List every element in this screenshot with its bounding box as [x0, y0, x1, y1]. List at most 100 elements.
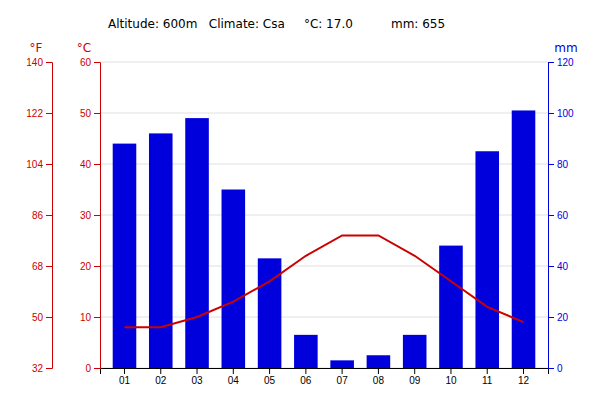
tick-label: 02 [155, 375, 167, 386]
tick-label: 60 [557, 210, 569, 221]
axis-title: mm [554, 41, 577, 55]
tick: 86 [32, 210, 52, 221]
tick-label: 122 [26, 108, 43, 119]
tick-mark [197, 368, 198, 374]
tick-mark [548, 368, 554, 369]
bar [403, 335, 427, 368]
tick: 104 [26, 159, 52, 170]
tick-mark [94, 215, 100, 216]
grid [100, 62, 548, 368]
tick-mark [46, 317, 52, 318]
tick-mark [46, 215, 52, 216]
bar-series [113, 110, 536, 368]
tick: 40 [80, 159, 100, 170]
grid-line [100, 113, 548, 114]
tick: 06 [300, 368, 312, 386]
bar [149, 133, 173, 368]
tick: 02 [155, 368, 167, 386]
tick: 80 [548, 159, 569, 170]
tick-mark [46, 62, 52, 63]
tick: 0 [548, 363, 563, 374]
tick-mark [124, 368, 125, 374]
tick-label: 12 [518, 375, 530, 386]
tick: 60 [548, 210, 569, 221]
tick: 08 [373, 368, 385, 386]
tick-mark [548, 62, 554, 63]
tick: 120 [548, 57, 574, 68]
tick-label: 86 [32, 210, 44, 221]
tick-mark [46, 368, 52, 369]
grid-line [100, 62, 548, 63]
chart: 01 02 03 04 05 06 07 08 09 10 11 12 0 10 20 30 40 50 60 32 5… [0, 0, 600, 400]
axis-title: °F [30, 41, 43, 55]
tick: 0 [85, 363, 100, 374]
x-axis: 010203040506070809101112 [101, 368, 549, 386]
tick-mark [94, 266, 100, 267]
bar [475, 151, 499, 368]
tick-label: 140 [26, 57, 43, 68]
tick-label: 40 [557, 261, 569, 272]
tick-label: 104 [26, 159, 43, 170]
tick-mark [523, 368, 524, 374]
marks [113, 110, 536, 368]
tick-label: 50 [80, 108, 92, 119]
bar [330, 360, 354, 368]
tick-mark [414, 368, 415, 374]
tick: 20 [80, 261, 100, 272]
tick: 68 [32, 261, 52, 272]
tick-label: 80 [557, 159, 569, 170]
tick-mark [269, 368, 270, 374]
axis-line [101, 369, 549, 375]
tick: 03 [191, 368, 203, 386]
tick-mark [94, 113, 100, 114]
tick-mark [548, 164, 554, 165]
tick-label: 10 [80, 312, 92, 323]
tick-mark [94, 164, 100, 165]
bar [367, 355, 391, 368]
tick-label: 30 [80, 210, 92, 221]
tick-label: 50 [32, 312, 44, 323]
tick: 05 [264, 368, 276, 386]
tick-mark [94, 62, 100, 63]
tick-mark [548, 317, 554, 318]
tick: 04 [228, 368, 240, 386]
tick-label: 100 [557, 108, 574, 119]
y2-axis: 0 20 40 60 80 100 120 [548, 57, 574, 374]
bar [439, 246, 463, 368]
tick-label: 20 [557, 312, 569, 323]
tick: 40 [548, 261, 569, 272]
tick-label: 06 [300, 375, 312, 386]
tick-label: 04 [228, 375, 240, 386]
tick-mark [487, 368, 488, 374]
tick-mark [46, 113, 52, 114]
tick-label: 40 [80, 159, 92, 170]
tick-mark [233, 368, 234, 374]
tick-mark [342, 368, 343, 374]
tick-label: 09 [409, 375, 421, 386]
tick: 30 [80, 210, 100, 221]
tick-label: 05 [264, 375, 276, 386]
axis-line [94, 63, 101, 369]
tick-mark [46, 266, 52, 267]
line [124, 235, 523, 327]
tick-label: 60 [80, 57, 92, 68]
tick: 10 [80, 312, 100, 323]
tick: 11 [482, 368, 493, 386]
title: Altitude: 600m Climate: Csa °C: 17.0 mm:… [108, 17, 445, 31]
tick-label: 01 [119, 375, 131, 386]
tick: 20 [548, 312, 569, 323]
tick: 07 [337, 368, 349, 386]
y3-axis: 32 50 68 86 104 122 140 [26, 57, 52, 374]
tick-mark [548, 113, 554, 114]
bar [113, 144, 137, 368]
tick-label: 32 [32, 363, 44, 374]
tick-mark [305, 368, 306, 374]
bar [294, 335, 318, 368]
tick-mark [94, 368, 100, 369]
tick-mark [160, 368, 161, 374]
y-axis: 0 10 20 30 40 50 60 [80, 57, 101, 374]
tick: 32 [32, 363, 52, 374]
tick: 60 [80, 57, 100, 68]
tick-label: 120 [557, 57, 574, 68]
tick: 12 [518, 368, 530, 386]
